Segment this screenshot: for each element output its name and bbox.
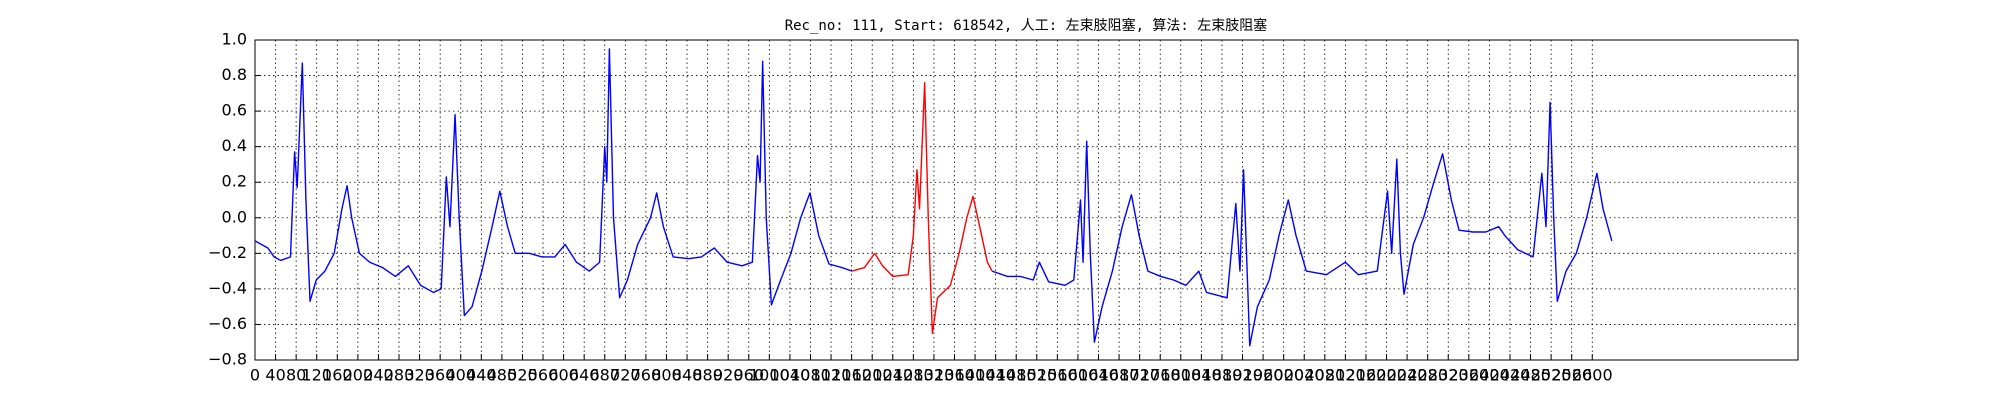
x-tick-label: 2160 — [1346, 366, 1387, 385]
x-tick-label: 640 — [569, 366, 600, 385]
x-tick-label: 2240 — [1387, 366, 1428, 385]
x-tick-label: 1200 — [852, 366, 893, 385]
x-tick-label: 2040 — [1284, 366, 1325, 385]
x-tick-label: 760 — [631, 366, 662, 385]
x-tick-label: 1040 — [770, 366, 811, 385]
x-tick-label: 2400 — [1469, 366, 1510, 385]
y-tick-label: 1.0 — [222, 30, 247, 49]
x-tick-label: 1080 — [790, 366, 831, 385]
x-tick-label: 0 — [250, 366, 260, 385]
y-tick-label: −0.6 — [208, 314, 247, 333]
x-tick-label: 1360 — [934, 366, 975, 385]
x-tick-label: 1560 — [1037, 366, 1078, 385]
x-tick-label: 2320 — [1428, 366, 1469, 385]
y-tick-label: −0.8 — [208, 350, 247, 369]
x-tick-label: 1000 — [749, 366, 790, 385]
x-tick-label: 2520 — [1531, 366, 1572, 385]
x-tick-label: 720 — [610, 366, 641, 385]
x-tick-label: 400 — [445, 366, 476, 385]
x-tick-label: 200 — [343, 366, 374, 385]
x-tick-label: 120 — [301, 366, 332, 385]
ecg-line — [254, 48, 1613, 347]
x-tick-label: 440 — [466, 366, 497, 385]
x-tick-label: 1400 — [955, 366, 996, 385]
x-tick-label: 160 — [322, 366, 353, 385]
x-tick-label: 520 — [507, 366, 538, 385]
x-tick-label: 880 — [692, 366, 723, 385]
x-tick-label: 1280 — [893, 366, 934, 385]
ecg-line — [851, 81, 993, 335]
x-tick-label: 2600 — [1572, 366, 1613, 385]
x-tick-label: 360 — [425, 366, 456, 385]
x-tick-label: 1880 — [1202, 366, 1243, 385]
x-tick-label: 1640 — [1078, 366, 1119, 385]
x-tick-label: 1840 — [1181, 366, 1222, 385]
y-tick-label: −0.4 — [208, 278, 247, 297]
x-tick-label: 2200 — [1366, 366, 1407, 385]
x-tick-label: 560 — [528, 366, 559, 385]
x-tick-label: 1760 — [1140, 366, 1181, 385]
x-tick-label: 1720 — [1119, 366, 1160, 385]
x-tick-label: 1120 — [811, 366, 852, 385]
x-tick-label: 800 — [651, 366, 682, 385]
x-tick-label: 600 — [548, 366, 579, 385]
y-tick-label: 0.4 — [222, 136, 247, 155]
x-tick-label: 1600 — [1058, 366, 1099, 385]
x-tick-label: 1680 — [1099, 366, 1140, 385]
y-tick-label: 0.0 — [222, 207, 247, 226]
x-tick-label: 320 — [404, 366, 435, 385]
y-tick-label: 0.8 — [222, 65, 247, 84]
x-tick-label: 1480 — [996, 366, 1037, 385]
x-tick-label: 2080 — [1304, 366, 1345, 385]
y-tick-label: 0.2 — [222, 172, 247, 191]
x-tick-label: 80 — [286, 366, 306, 385]
x-tick-label: 2480 — [1510, 366, 1551, 385]
y-tick-label: 0.6 — [222, 101, 247, 120]
chart-title: Rec_no: 111, Start: 618542, 人工: 左束肢阻塞, 算… — [785, 17, 1268, 34]
x-tick-label: 1920 — [1222, 366, 1263, 385]
x-tick-label: 1800 — [1160, 366, 1201, 385]
x-tick-label: 1240 — [872, 366, 913, 385]
x-tick-label: 680 — [589, 366, 620, 385]
x-tick-label: 40 — [265, 366, 285, 385]
x-tick-label: 480 — [487, 366, 518, 385]
x-tick-label: 920 — [713, 366, 744, 385]
x-tick-label: 1440 — [975, 366, 1016, 385]
x-tick-label: 960 — [733, 366, 764, 385]
x-tick-label: 840 — [672, 366, 703, 385]
x-tick-label: 2120 — [1325, 366, 1366, 385]
x-tick-label: 1960 — [1243, 366, 1284, 385]
x-tick-label: 2560 — [1551, 366, 1592, 385]
x-tick-label: 1320 — [914, 366, 955, 385]
x-tick-label: 2360 — [1448, 366, 1489, 385]
x-tick-label: 1160 — [831, 366, 872, 385]
x-tick-label: 2000 — [1263, 366, 1304, 385]
x-tick-label: 280 — [384, 366, 415, 385]
x-tick-label: 2280 — [1407, 366, 1448, 385]
x-tick-label: 1520 — [1016, 366, 1057, 385]
y-tick-label: −0.2 — [208, 243, 247, 262]
x-tick-label: 2440 — [1490, 366, 1531, 385]
plot-frame — [254, 39, 1799, 361]
x-tick-label: 240 — [363, 366, 394, 385]
